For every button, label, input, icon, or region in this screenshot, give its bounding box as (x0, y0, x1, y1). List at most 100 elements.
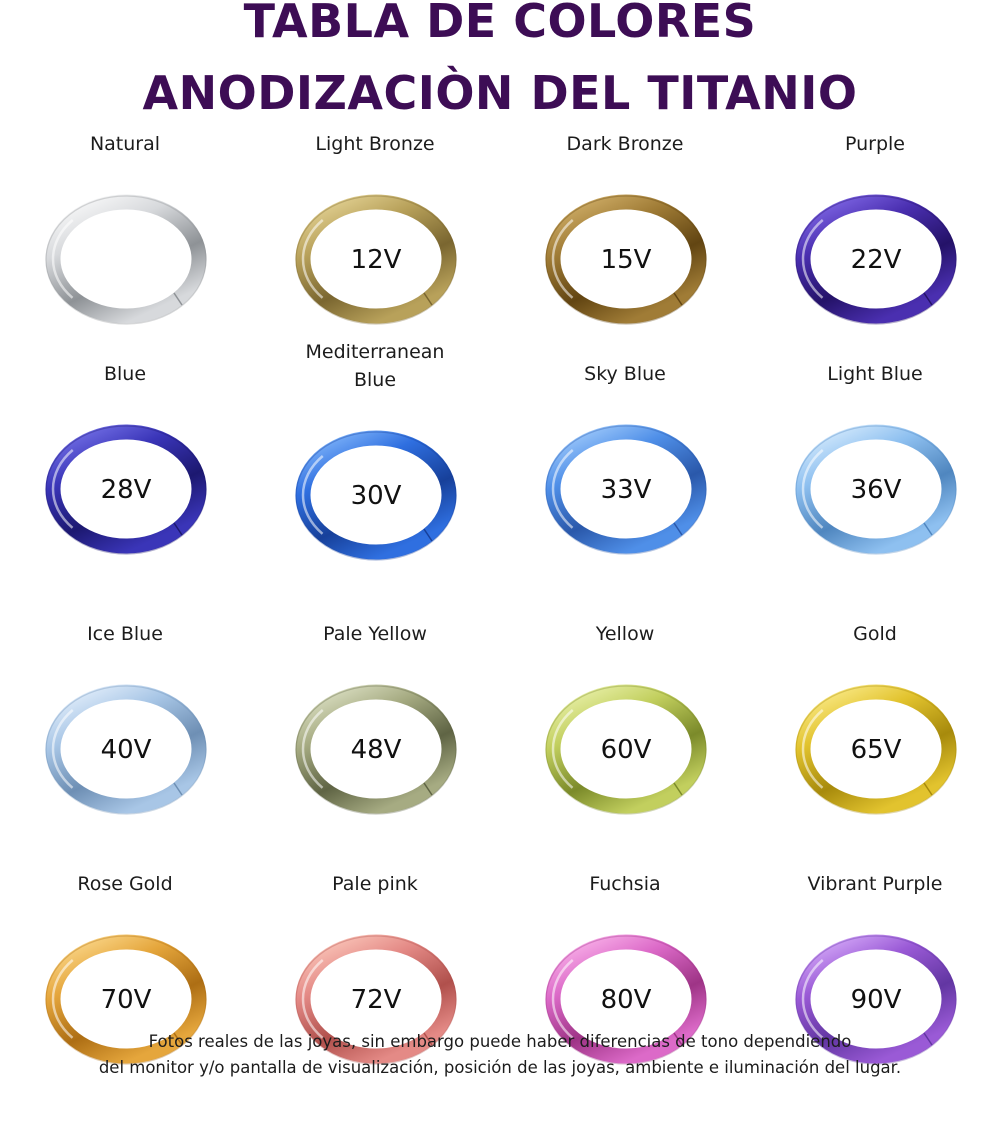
ring-highlight (51, 430, 201, 548)
ring-image: 65V (795, 684, 957, 815)
ring-swatch: Light Bronze 12V (250, 130, 500, 370)
ring-color-name: Rose Gold (77, 873, 173, 895)
ring-highlight (551, 430, 701, 548)
ring-color-name: Pale pink (332, 873, 418, 895)
ring-highlight (51, 690, 201, 808)
ring-shadow-edge (545, 935, 707, 1065)
ring-hinge-gap (423, 292, 433, 306)
ring-shadow-edge (295, 195, 457, 325)
ring-highlight (801, 200, 951, 318)
ring-shadow-edge (795, 195, 957, 325)
ring-hinge-gap (673, 522, 683, 536)
ring-shadow-edge (45, 935, 207, 1065)
ring-voltage-label: 33V (601, 475, 652, 505)
ring-color-name: Light Blue (827, 363, 923, 385)
ring-image (45, 194, 207, 325)
ring-image: 72V (295, 934, 457, 1065)
title-line-2: ANODIZACIÒN DEL TITANIO (142, 66, 858, 120)
ring-highlight (51, 940, 201, 1058)
ring-image: 12V (295, 194, 457, 325)
ring-voltage-label: 48V (351, 735, 402, 765)
ring-hinge-gap (923, 292, 933, 306)
ring-swatch: Pale pink 72V (250, 870, 500, 1110)
ring-image: 15V (545, 194, 707, 325)
ring-color-name: Fuchsia (589, 873, 661, 895)
ring-voltage-label: 72V (351, 985, 402, 1015)
ring-swatch: Vibrant Purple 90V (750, 870, 1000, 1110)
ring-highlight (551, 200, 701, 318)
ring-image: 30V (295, 430, 457, 561)
ring-swatch: Natural (0, 130, 250, 370)
ring-voltage-label: 36V (851, 475, 902, 505)
ring-voltage-label: 15V (601, 245, 652, 275)
ring-swatch: Light Blue 36V (750, 360, 1000, 600)
ring-image: 90V (795, 934, 957, 1065)
ring-image: 48V (295, 684, 457, 815)
ring-image: 80V (545, 934, 707, 1065)
ring-highlight (551, 690, 701, 808)
ring-image: 33V (545, 424, 707, 555)
ring-image: 70V (45, 934, 207, 1065)
ring-color-name: Purple (844, 133, 905, 155)
ring-swatch: Rose Gold 70V (0, 870, 250, 1110)
ring-hinge-gap (923, 782, 933, 796)
ring-voltage-label: 22V (851, 245, 902, 275)
ring-swatch: Blue 28V (0, 360, 250, 600)
ring-color-name: Pale Yellow (323, 623, 427, 645)
ring-hinge-gap (423, 782, 433, 796)
ring-color-name: Light Bronze (315, 133, 435, 155)
ring-shadow-edge (545, 425, 707, 555)
ring-shadow-edge (795, 685, 957, 815)
ring-voltage-label: 80V (601, 985, 652, 1015)
ring-shadow-edge (795, 425, 957, 555)
ring-image: 60V (545, 684, 707, 815)
ring-shadow-edge (45, 425, 207, 555)
ring-hinge-gap (923, 522, 933, 536)
ring-voltage-label: 60V (601, 735, 652, 765)
ring-highlight (51, 200, 201, 318)
ring-color-name: Mediterranean Blue (305, 341, 445, 391)
ring-hinge-gap (173, 522, 183, 536)
ring-voltage-label: 90V (851, 985, 902, 1015)
ring-color-name: Natural (89, 133, 161, 155)
footer-note-line-1: Fotos reales de las joyas, sin embargo p… (148, 1032, 852, 1051)
ring-swatch: Mediterranean Blue 30V (250, 341, 500, 600)
ring-highlight (801, 940, 951, 1058)
ring-color-name: Blue (103, 363, 147, 385)
ring-voltage-label: 65V (851, 735, 902, 765)
ring-swatch: Purple 22V (750, 130, 1000, 370)
ring-color-name: Ice Blue (87, 623, 163, 645)
ring-color-name: Yellow (595, 623, 655, 645)
ring-voltage-label: 12V (351, 245, 402, 275)
ring-voltage-label: 30V (351, 481, 402, 511)
ring-hinge-gap (173, 292, 183, 306)
ring-shadow-edge (45, 195, 207, 325)
ring-hinge-gap (423, 1032, 433, 1046)
ring-image: 28V (45, 424, 207, 555)
ring-swatch: Fuchsia 80V (500, 870, 750, 1110)
ring-highlight (301, 436, 451, 554)
ring-hinge-gap (173, 1032, 183, 1046)
ring-voltage-label: 28V (101, 475, 152, 505)
ring-hinge-gap (673, 292, 683, 306)
ring-highlight (801, 430, 951, 548)
ring-image: 36V (795, 424, 957, 555)
ring-hinge-gap (423, 528, 433, 542)
ring-shadow-edge (45, 685, 207, 815)
footer-note-line-2: del monitor y/o pantalla de visualizació… (98, 1058, 902, 1077)
ring-swatch: Sky Blue 33V (500, 360, 750, 600)
ring-image: 40V (45, 684, 207, 815)
ring-hinge-gap (673, 782, 683, 796)
ring-swatch: Pale Yellow 48V (250, 620, 500, 860)
title-line-1: TABLA DE COLORES (243, 0, 757, 48)
ring-shadow-edge (795, 935, 957, 1065)
ring-swatch: Gold 65V (750, 620, 1000, 860)
ring-highlight (551, 940, 701, 1058)
ring-hinge-gap (923, 1032, 933, 1046)
ring-voltage-label: 70V (101, 985, 152, 1015)
ring-shadow-edge (545, 685, 707, 815)
ring-shadow-edge (295, 431, 457, 561)
ring-shadow-edge (295, 935, 457, 1065)
ring-highlight (301, 690, 451, 808)
ring-color-name: Vibrant Purple (807, 873, 943, 895)
